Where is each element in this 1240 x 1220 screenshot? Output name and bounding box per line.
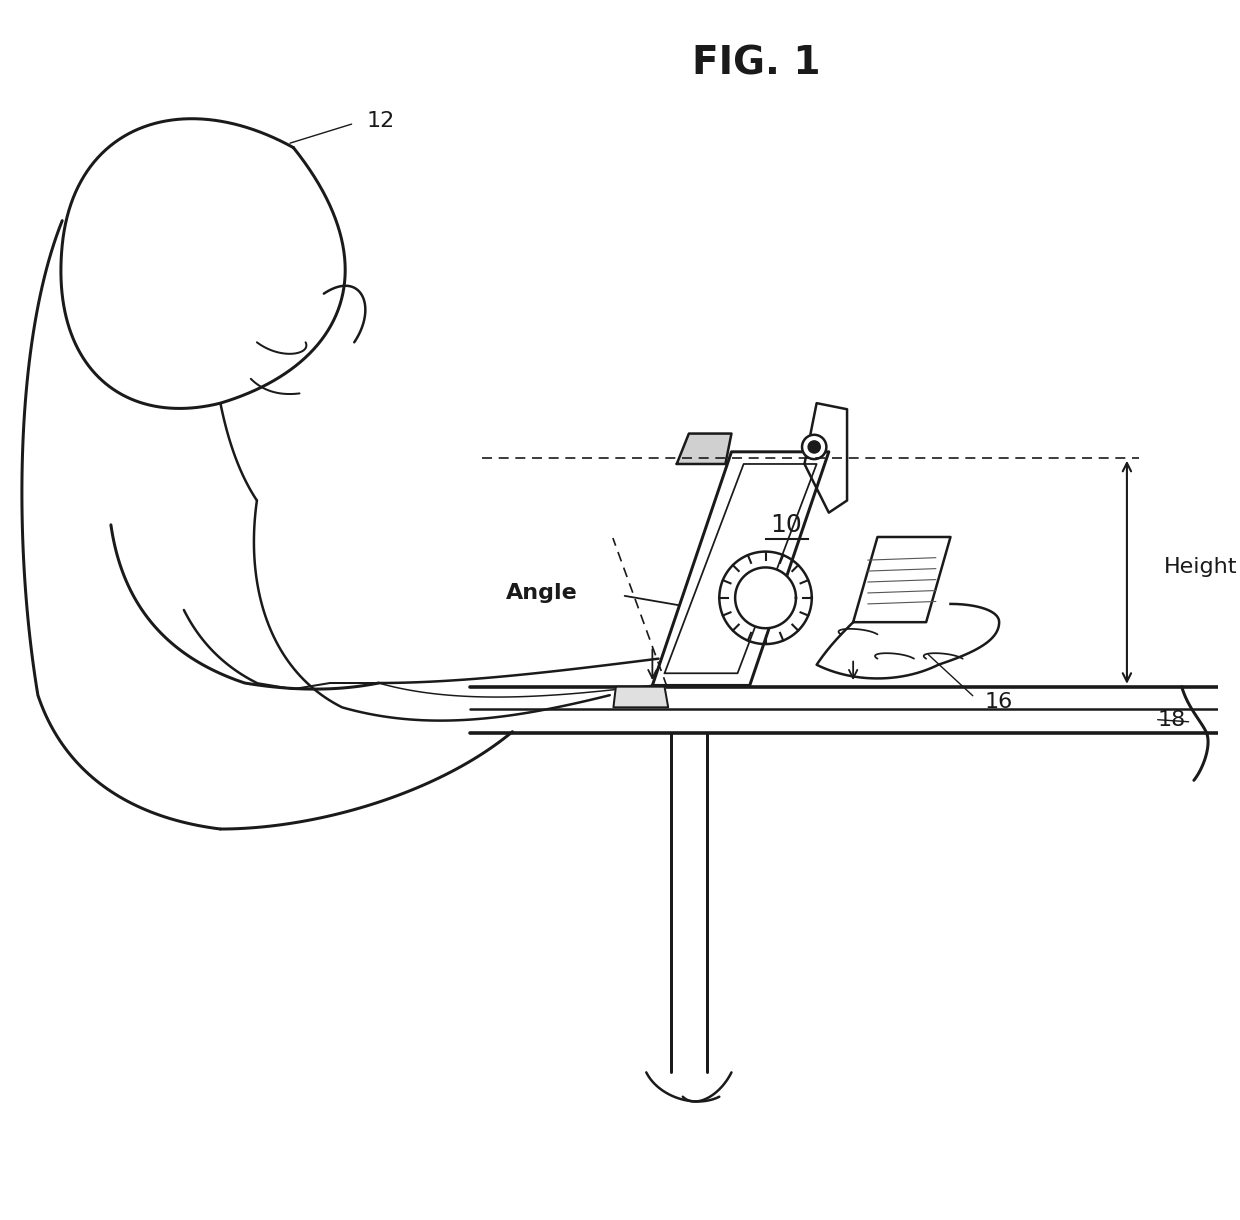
Text: 10: 10 [770,512,802,537]
Polygon shape [805,403,847,512]
Text: FIG. 1: FIG. 1 [692,44,820,82]
Polygon shape [735,567,796,628]
Text: Height: Height [1163,558,1238,577]
Polygon shape [719,551,812,644]
Polygon shape [677,433,732,464]
Polygon shape [817,604,999,678]
Circle shape [808,440,821,453]
Polygon shape [853,537,951,622]
Polygon shape [652,451,828,686]
Text: 12: 12 [367,111,394,131]
Text: 16: 16 [985,693,1013,712]
Text: 18: 18 [1157,710,1185,730]
Circle shape [802,434,826,459]
Polygon shape [61,118,345,409]
Text: Angle: Angle [506,583,578,603]
Polygon shape [614,687,668,708]
